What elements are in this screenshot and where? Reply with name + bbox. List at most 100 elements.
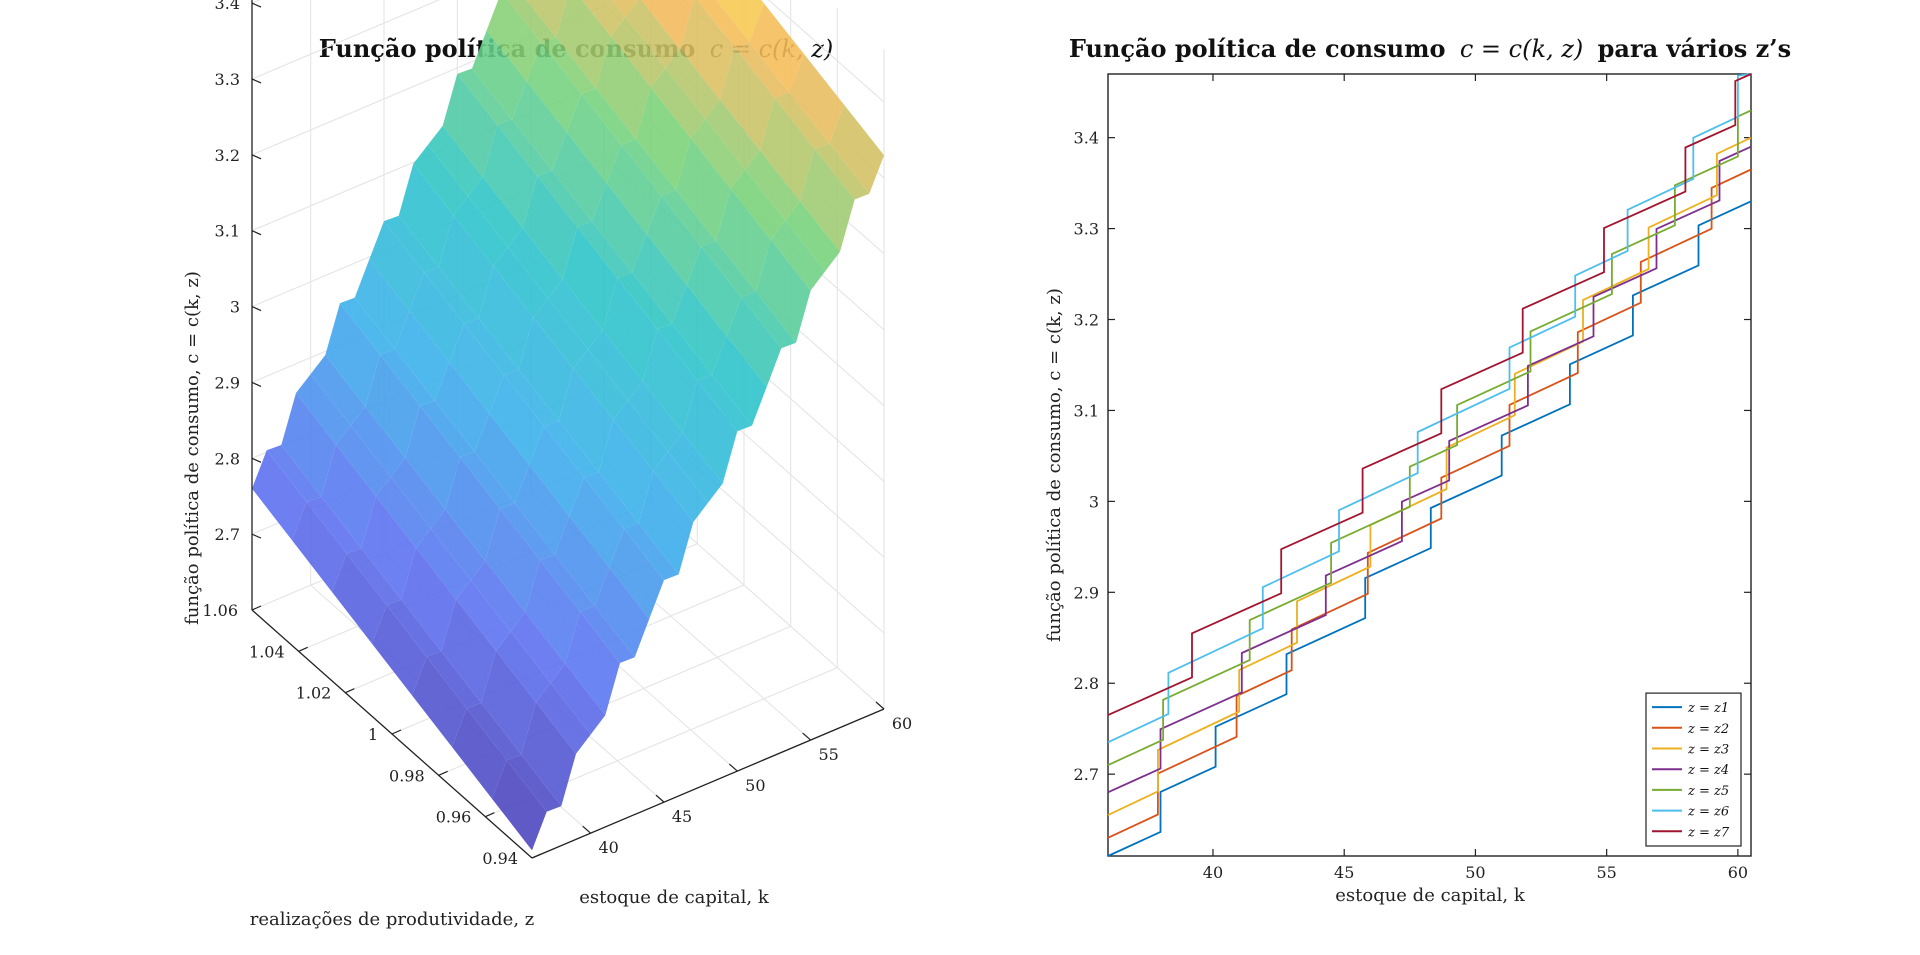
surface-patch (464, 318, 519, 375)
legend-label-z4: z = z4 (1687, 763, 1729, 778)
surface-patch (650, 67, 706, 138)
surface-patch (292, 502, 347, 592)
surface-patch (536, 683, 591, 754)
surface-patch (416, 528, 471, 600)
surface-patch (504, 369, 559, 427)
surface-patch (716, 188, 771, 292)
lines-title-suffix: para vários z’s (1598, 34, 1792, 63)
surface-z-tick (251, 230, 262, 236)
legend-label-z6: z = z6 (1687, 805, 1729, 820)
surface-patch (552, 132, 607, 222)
surface-z-tick (251, 78, 262, 84)
surface-patch (665, 48, 720, 119)
surface-z-tick-label: 3.3 (215, 70, 240, 89)
surface-x-tick (728, 763, 738, 772)
surface-patch (468, 176, 523, 248)
surface-patch (697, 374, 752, 432)
surface-patch (558, 368, 614, 472)
surface-patch (613, 400, 668, 471)
surface-z-tick (251, 154, 262, 160)
surface-patch (556, 0, 611, 89)
surface-patch (596, 36, 651, 140)
lines-title: Função política de consumo c = c(k, z) p… (1069, 34, 1791, 63)
lines-plot-area (1107, 73, 1752, 857)
surface-patch (638, 470, 694, 575)
surface-patch (472, 30, 527, 120)
surface-patch (588, 330, 643, 401)
surface-z-tick-label: 2.7 (215, 525, 240, 544)
series-line-z7 (1107, 73, 1752, 716)
surface-z-tick (251, 306, 262, 312)
surface-patch (540, 554, 595, 612)
surface-patch (676, 137, 731, 241)
surface-patch (452, 708, 507, 799)
surface-patch (701, 240, 756, 298)
surface-patch (686, 246, 742, 336)
surface-patch (252, 450, 307, 541)
lines-x-tick-label: 50 (1465, 863, 1485, 882)
surface-patch (682, 380, 738, 484)
surface-x-tick-label: 50 (745, 776, 765, 795)
surface-patch (625, 0, 680, 68)
surface-patch (789, 54, 844, 144)
surface-patch (376, 477, 431, 548)
surface-patch (800, 148, 855, 252)
surface-patch (372, 605, 427, 696)
surface-y-tick-label: 0.96 (436, 808, 472, 827)
surface-z-tick-label: 3.1 (215, 222, 240, 241)
surface-patch (438, 215, 494, 319)
surface-y-tick (298, 646, 308, 652)
surface-patch (310, 355, 366, 426)
lines-y-tick-label: 3 (1089, 492, 1099, 511)
surface-patch (582, 0, 626, 37)
surface-patch (434, 362, 490, 452)
surface-patch (428, 125, 483, 196)
surface-z-tick-label: 2.8 (215, 449, 240, 468)
surface-patch (512, 81, 567, 171)
surface-patch (445, 457, 500, 561)
surface-patch (340, 297, 395, 355)
surface-patch (770, 220, 826, 291)
surface-patch (508, 228, 563, 299)
surface-patch (642, 329, 698, 433)
lines-panel: Função política de consumo c = c(k, z) p… (1044, 34, 1791, 906)
series-line-z1 (1107, 200, 1752, 857)
surface-y-tick (438, 770, 448, 776)
surface-patch (573, 349, 628, 420)
series-line-z3 (1107, 136, 1752, 816)
series-line-z5 (1107, 109, 1752, 766)
surface-z-tick-label: 3.2 (215, 146, 240, 165)
surface-patch (569, 477, 624, 568)
surface-patch (485, 508, 540, 613)
surface-patch (602, 278, 658, 382)
surface-patch (493, 247, 548, 318)
surface-y-tick (531, 853, 542, 859)
surface-patch (497, 119, 552, 176)
surface-patch (624, 523, 679, 581)
surface-patch (474, 413, 530, 504)
surface-patch (554, 516, 610, 606)
surface-patch (774, 92, 830, 149)
surface-patch (506, 754, 562, 812)
surface-patch (741, 291, 796, 349)
surface-patch (610, 17, 666, 88)
lines-y-tick-label: 3.1 (1074, 401, 1099, 420)
surface-patch (672, 285, 727, 375)
surface-patch (548, 279, 603, 350)
surface-y-tick-label: 1 (368, 725, 378, 744)
surface-patch (457, 68, 512, 125)
surface-patch (544, 420, 599, 478)
series-line-z2 (1107, 168, 1752, 839)
surface-patch (621, 139, 676, 196)
surface-patch (492, 760, 547, 851)
surface-patch (365, 354, 420, 458)
surface-patch (657, 323, 712, 381)
surface-patch (537, 170, 592, 227)
lines-x-tick-label: 55 (1596, 863, 1616, 882)
surface-patch (632, 234, 687, 324)
legend-label-z3: z = z3 (1687, 743, 1729, 758)
surface-x-tick-label: 40 (598, 838, 618, 857)
surface-z-tick (251, 381, 262, 387)
surface-grid-c-7 (251, 0, 885, 103)
legend-label-z7: z = z7 (1687, 825, 1730, 840)
